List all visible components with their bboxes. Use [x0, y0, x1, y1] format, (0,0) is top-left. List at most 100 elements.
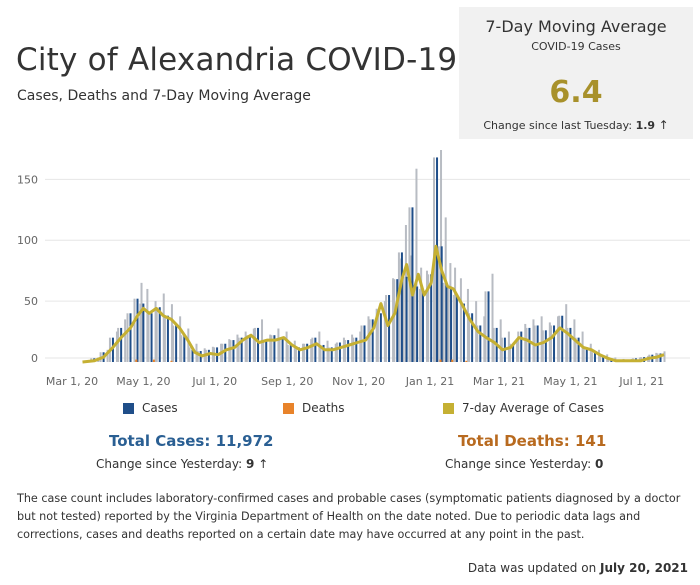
death-bar[interactable] — [135, 359, 138, 362]
case-bar[interactable] — [338, 342, 341, 362]
case-bar[interactable] — [411, 207, 414, 362]
case-bar[interactable] — [450, 286, 453, 362]
covid-chart[interactable]: 0 50 100 150 Mar 1, 20 May 1, 20 Jul 1, 20 Sep … — [0, 150, 700, 395]
case-bar[interactable] — [371, 319, 374, 362]
case-bar[interactable] — [396, 279, 399, 362]
updated-prefix: Data was updated on — [467, 561, 597, 575]
cases-change-label: Change since Yesterday: — [96, 457, 243, 471]
total-deaths: Total Deaths: 141 — [458, 432, 607, 450]
case-bar[interactable] — [175, 325, 178, 362]
case-bar-light — [409, 255, 412, 362]
case-bar[interactable] — [479, 325, 482, 362]
case-bar[interactable] — [416, 286, 419, 362]
case-bar[interactable] — [569, 327, 572, 362]
case-bar-light — [418, 288, 421, 362]
y-tick-label: 150 — [17, 173, 38, 186]
case-bar[interactable] — [602, 355, 605, 362]
case-bar[interactable] — [455, 295, 458, 362]
case-bar-light — [124, 319, 127, 362]
x-tick-label: Nov 1, 20 — [332, 375, 385, 388]
case-bar[interactable] — [273, 335, 276, 362]
case-bar[interactable] — [129, 313, 132, 362]
case-bar[interactable] — [183, 335, 186, 362]
death-bar[interactable] — [465, 360, 468, 362]
case-bar[interactable] — [289, 344, 292, 362]
case-bar[interactable] — [512, 343, 515, 362]
case-bar[interactable] — [436, 157, 439, 362]
case-bar[interactable] — [421, 288, 424, 362]
case-bar[interactable] — [561, 315, 564, 362]
case-bar-light — [541, 330, 544, 362]
case-bar-light — [311, 337, 314, 362]
death-bar[interactable] — [451, 359, 454, 362]
case-bar[interactable] — [191, 347, 194, 362]
case-bar[interactable] — [363, 325, 366, 362]
case-bar[interactable] — [520, 331, 523, 362]
case-bar[interactable] — [330, 347, 333, 362]
case-bar[interactable] — [355, 337, 358, 362]
kpi-card: 7-Day Moving Average COVID-19 Cases 6.4 … — [459, 7, 693, 139]
case-bar-light — [590, 352, 593, 362]
case-bar[interactable] — [111, 337, 114, 362]
case-bar-light — [245, 335, 248, 362]
case-bar-light — [319, 344, 322, 362]
x-tick-label: Jul 1, 20 — [191, 375, 237, 388]
case-bar[interactable] — [445, 282, 448, 362]
case-bar[interactable] — [659, 353, 662, 362]
case-bar[interactable] — [440, 246, 443, 362]
case-bar-light — [437, 246, 440, 362]
case-bar[interactable] — [430, 274, 433, 362]
case-bar[interactable] — [232, 340, 235, 362]
case-bar-light — [442, 282, 445, 362]
case-bar[interactable] — [240, 337, 243, 362]
case-bar-light — [483, 316, 486, 362]
case-bar[interactable] — [487, 291, 490, 362]
case-bar[interactable] — [322, 344, 325, 362]
case-bar-light — [344, 340, 347, 362]
case-bar[interactable] — [593, 352, 596, 362]
case-bar[interactable] — [281, 337, 284, 362]
case-bar[interactable] — [577, 337, 580, 362]
case-bar[interactable] — [528, 327, 531, 362]
case-bar[interactable] — [388, 295, 391, 362]
case-bar[interactable] — [462, 303, 465, 362]
case-bar[interactable] — [306, 343, 309, 362]
case-bar[interactable] — [400, 252, 403, 362]
case-bar-light — [106, 349, 109, 362]
case-bar[interactable] — [585, 347, 588, 362]
case-bar-light — [360, 325, 363, 362]
case-bar[interactable] — [158, 307, 161, 362]
case-bar[interactable] — [471, 313, 474, 362]
case-bar[interactable] — [405, 276, 408, 362]
death-bar[interactable] — [439, 359, 442, 362]
case-bar[interactable] — [553, 325, 556, 362]
case-bar[interactable] — [142, 303, 145, 362]
case-bar[interactable] — [314, 337, 317, 362]
death-bar[interactable] — [152, 359, 155, 362]
case-bar[interactable] — [248, 335, 251, 362]
legend-deaths[interactable]: Deaths — [283, 401, 345, 415]
case-bar[interactable] — [224, 343, 227, 362]
case-bar[interactable] — [379, 313, 382, 362]
death-bar[interactable] — [170, 360, 173, 362]
legend-avg[interactable]: 7-day Average of Cases — [443, 401, 604, 415]
legend-cases[interactable]: Cases — [123, 401, 178, 415]
case-bar[interactable] — [544, 330, 547, 362]
case-bar[interactable] — [207, 349, 210, 362]
case-bar-light — [252, 328, 255, 362]
case-bar-light — [509, 343, 512, 362]
deaths-change: Change since Yesterday: 0 — [445, 457, 603, 471]
case-bar-light — [468, 313, 471, 362]
case-bar[interactable] — [297, 347, 300, 362]
case-bar-light — [517, 331, 520, 362]
avg-line[interactable] — [82, 244, 665, 364]
case-bar[interactable] — [136, 298, 139, 362]
case-bar[interactable] — [347, 340, 350, 362]
case-bar-light — [557, 316, 560, 362]
case-bar[interactable] — [166, 315, 169, 362]
case-bar-light — [385, 295, 388, 362]
case-bar[interactable] — [150, 313, 153, 362]
case-bar[interactable] — [265, 340, 268, 362]
case-bar[interactable] — [120, 327, 123, 362]
case-bar[interactable] — [257, 327, 260, 362]
